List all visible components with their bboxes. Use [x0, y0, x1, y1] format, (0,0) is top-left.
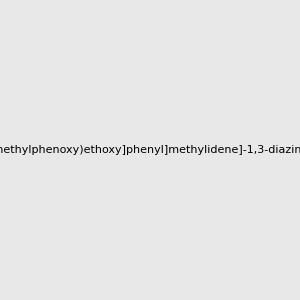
Text: 5-[[2-[2-(2,4-Dimethylphenoxy)ethoxy]phenyl]methylidene]-1,3-diazinane-2,4,6-tri: 5-[[2-[2-(2,4-Dimethylphenoxy)ethoxy]phe… [0, 145, 300, 155]
